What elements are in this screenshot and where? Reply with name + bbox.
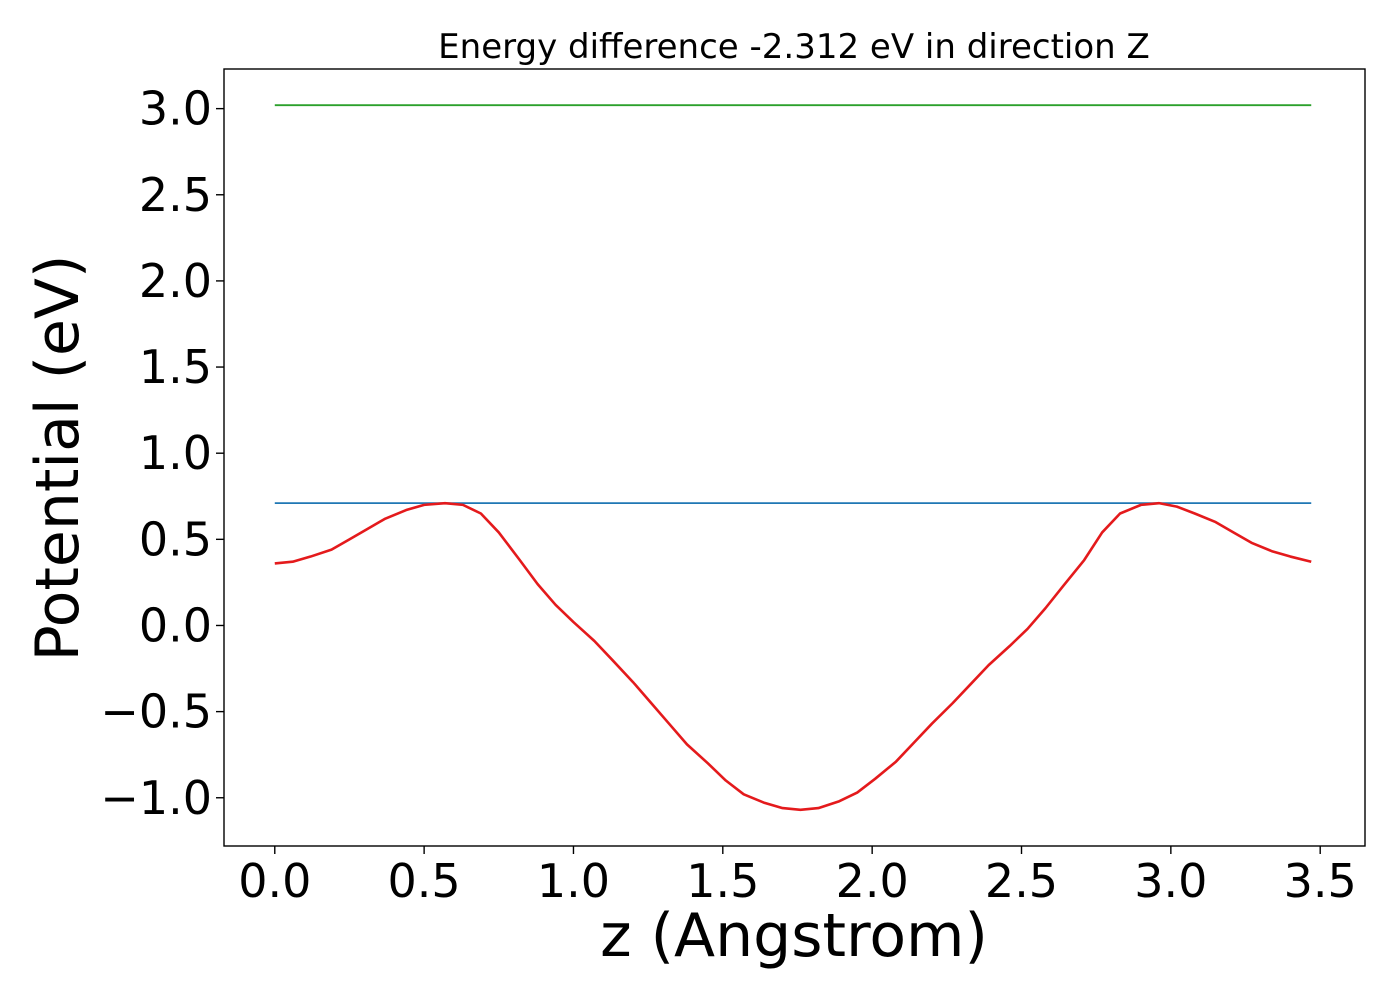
y-tick-label: 3.0 [139,82,212,136]
y-tick-label: −1.0 [100,771,212,825]
y-tick-label: 2.5 [139,168,212,222]
x-axis: 0.0 0.5 1.0 1.5 2.0 2.5 3.0 3.5 [238,846,1357,908]
plot-frame [223,68,1366,847]
x-tick-label: 0.5 [388,854,461,908]
x-tick-label: 3.0 [1134,854,1207,908]
series-line-2 [274,501,1312,812]
x-tick-label: 2.5 [985,854,1058,908]
chart-title: Energy difference -2.312 eV in direction… [438,27,1150,67]
x-axis-label: z (Angstrom) [600,901,988,971]
y-tick-label: 0.0 [139,598,212,652]
y-tick-label: 1.0 [139,426,212,480]
y-tick-label: 1.5 [139,340,212,394]
y-axis-label: Potential (eV) [23,255,93,662]
y-tick-label: −0.5 [100,685,212,739]
x-tick-label: 2.0 [836,854,909,908]
x-tick-label: 1.0 [537,854,610,908]
series-layer [274,104,1312,812]
x-tick-label: 0.0 [238,854,311,908]
y-tick-label: 2.0 [139,254,212,308]
x-tick-label: 1.5 [686,854,759,908]
x-tick-label: 3.5 [1284,854,1357,908]
y-axis: −1.0 −0.5 0.0 0.5 1.0 1.5 2.0 2.5 3.0 [100,82,224,825]
y-tick-label: 0.5 [139,512,212,566]
